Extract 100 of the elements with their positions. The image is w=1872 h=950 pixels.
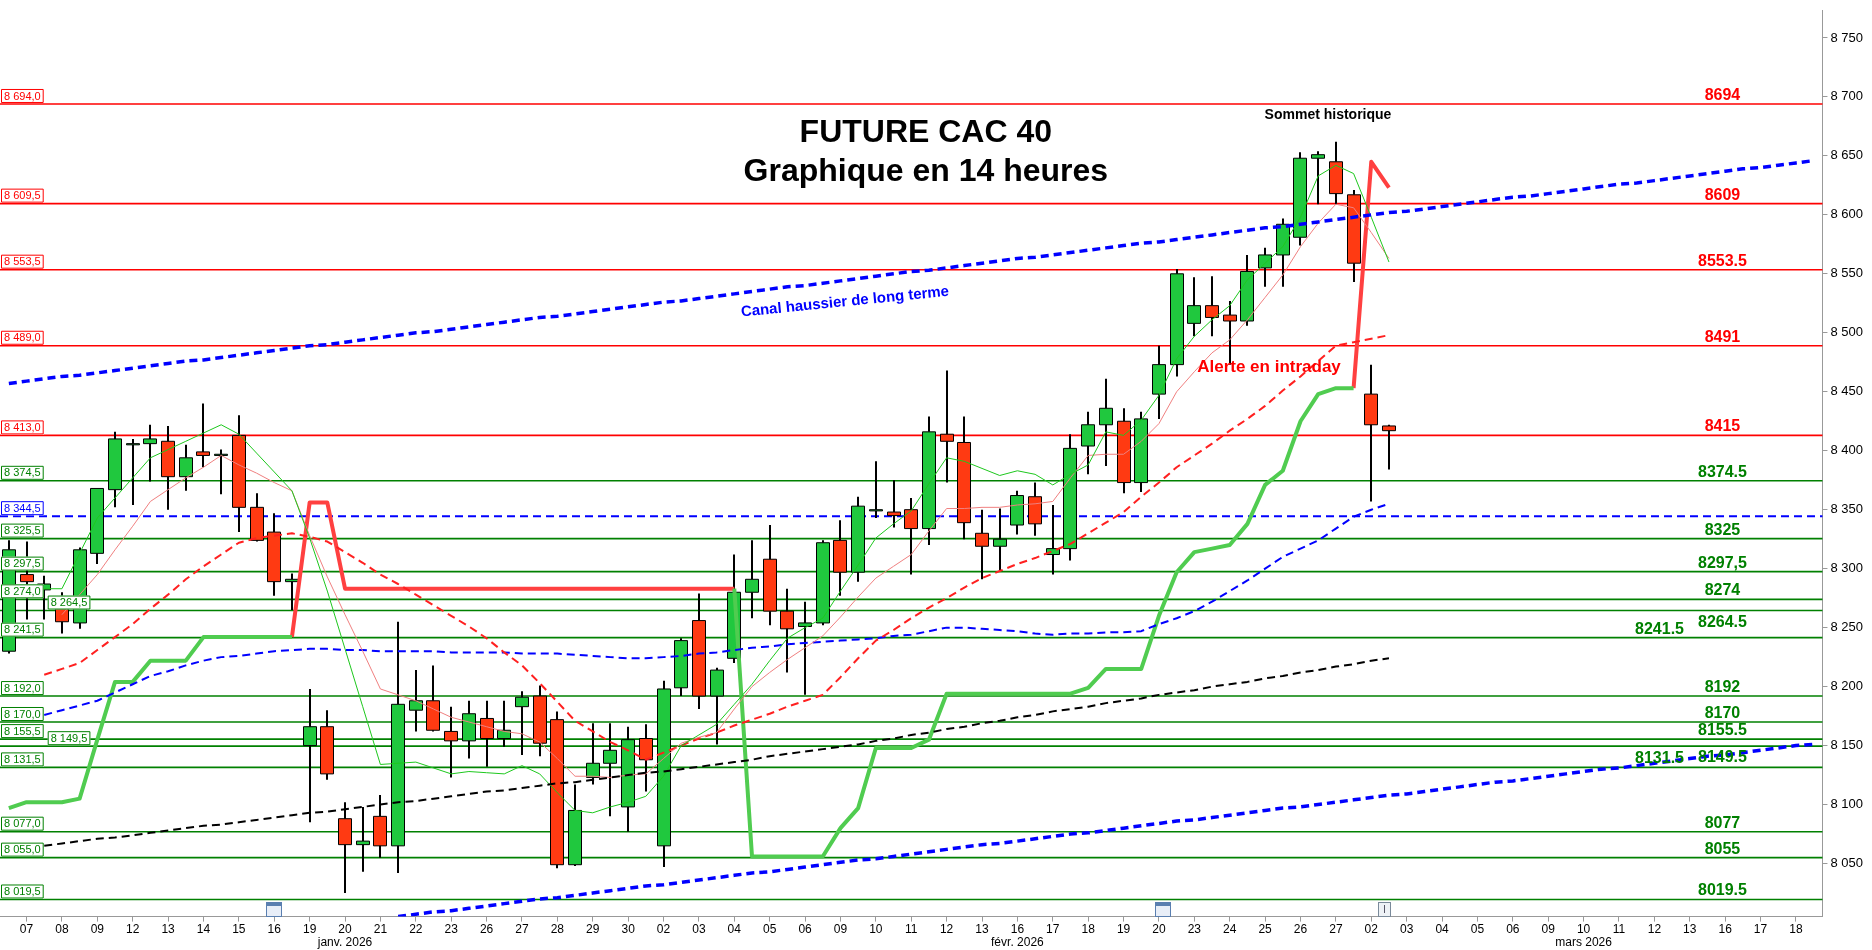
annotation: 8170 — [1704, 703, 1741, 721]
annotation: 8077 — [1704, 813, 1741, 831]
annotation: 8192 — [1704, 678, 1741, 696]
x-tick-label: 06 — [1506, 921, 1520, 936]
x-tick-label: 04 — [727, 921, 742, 936]
x-tick-label: 08 — [55, 921, 69, 936]
annotation: 8155.5 — [1698, 721, 1748, 739]
ref-line-label: 8 489,0 — [4, 331, 41, 344]
x-tick-label: 27 — [515, 921, 529, 936]
annotation: 8609 — [1704, 185, 1741, 203]
x-tick-label: 20 janv. 2026 — [316, 921, 373, 949]
y-tick-label: 8 500 — [1830, 324, 1864, 340]
annotation: 8264.5 — [1698, 612, 1748, 630]
x-tick-label: 04 — [1435, 921, 1450, 936]
y-tick-label: 8 550 — [1830, 265, 1864, 281]
x-tick-label: 22 — [409, 921, 423, 936]
x-tick-label: 25 — [1258, 921, 1273, 936]
x-tick-label: 10 — [869, 921, 883, 936]
x-tick-label: 05 — [1470, 921, 1485, 936]
ref-line-label: 8 274,0 — [4, 584, 41, 597]
y-tick-label: 8 350 — [1830, 501, 1864, 517]
annotation: Sommet historique — [1264, 105, 1392, 122]
text: Graphique en 14 heures — [743, 151, 1109, 188]
y-tick-label: 8 450 — [1830, 383, 1864, 399]
y-tick-label: 8 200 — [1830, 678, 1864, 694]
annotation: 8019.5 — [1698, 881, 1748, 899]
ref-line-label: 8 609,5 — [4, 189, 41, 202]
ref-line-label: 8 149,5 — [50, 731, 88, 744]
annotation: 8553.5 — [1698, 251, 1748, 269]
x-tick-label: 03 — [1399, 921, 1414, 936]
y-tick-label: 8 300 — [1830, 560, 1864, 576]
x-tick-label: 29 — [586, 921, 600, 936]
x-tick-label: 09 — [833, 921, 848, 936]
x-tick-label: 21 — [373, 921, 388, 936]
x-tick-label: 16 — [1718, 921, 1733, 936]
x-tick-label: 17 — [1753, 921, 1768, 936]
ref-line-label: 8 131,5 — [4, 752, 41, 765]
x-tick-label: 19 — [302, 921, 317, 936]
x-tick-label: 16 — [267, 921, 282, 936]
annotation: Canal haussier de long terme — [740, 281, 950, 320]
ref-line-label: 8 155,5 — [4, 724, 41, 737]
y-tick-label: 8 050 — [1830, 855, 1864, 871]
y-tick-label: 8 100 — [1830, 796, 1864, 812]
x-tick-label: 02 — [1364, 921, 1379, 936]
annotation: 8055 — [1704, 839, 1741, 857]
x-tick-label: 14 — [196, 921, 211, 936]
ref-line-label: 8 694,0 — [4, 89, 41, 102]
x-tick-label: 26 — [479, 921, 494, 936]
annotation: 8325 — [1704, 520, 1741, 538]
x-tick-label: 09 — [1541, 921, 1556, 936]
annotation: 8491 — [1704, 327, 1741, 345]
ref-line-label: 8 055,0 — [4, 843, 41, 856]
ref-line-label: 8 374,5 — [4, 466, 41, 479]
y-tick-label: 8 250 — [1830, 619, 1864, 635]
y-tick-label: 8 750 — [1830, 29, 1864, 45]
annotation: 8374.5 — [1698, 462, 1748, 480]
x-tick-label: 09 — [90, 921, 105, 936]
x-tick-label: 07 — [19, 921, 34, 936]
annotation: 8694 — [1704, 85, 1741, 103]
annotation: 8297,5 — [1698, 553, 1748, 571]
x-tick-label: 23 — [444, 921, 459, 936]
text: FUTURE CAC 40 — [799, 112, 1053, 149]
x-tick-label: 11 — [905, 921, 918, 936]
y-tick-label: 8 650 — [1830, 147, 1864, 163]
ref-line-label: 8 077,0 — [4, 817, 41, 830]
ref-line-label: 8 192,0 — [4, 681, 41, 694]
x-tick-label: 18 — [1789, 921, 1803, 936]
ref-line-label: 8 297,5 — [4, 557, 41, 570]
annotation: 8274 — [1704, 581, 1741, 599]
ref-line-label: 8 413,0 — [4, 420, 41, 433]
x-tick-label: 27 — [1329, 921, 1343, 936]
x-tick-label: 02 — [656, 921, 671, 936]
x-tick-label: 13 — [161, 921, 176, 936]
ref-line-label: 8 553,5 — [4, 255, 41, 268]
x-tick-label: 24 — [1223, 921, 1237, 936]
x-tick-label: 23 — [1187, 921, 1202, 936]
x-tick-label: 16 févr. 2026 — [991, 921, 1045, 949]
y-tick-label: 8 700 — [1830, 88, 1864, 104]
x-tick-label: 12 — [939, 921, 954, 936]
x-tick-label: 18 — [1081, 921, 1096, 936]
y-tick-label: 8 400 — [1830, 442, 1864, 458]
x-tick-label: 13 — [975, 921, 989, 936]
annotation: Alerte en intraday — [1197, 356, 1342, 376]
x-tick-label: 19 — [1116, 921, 1131, 936]
y-tick-label: 8 150 — [1830, 737, 1864, 753]
ref-line-label: 8 170,0 — [4, 707, 41, 720]
ref-line-label: 8 241,5 — [4, 623, 41, 636]
ref-line-label: 8 019,5 — [4, 885, 41, 898]
x-tick-label: 30 — [621, 921, 636, 936]
ref-line-label: 8 344,5 — [4, 501, 41, 514]
x-tick-label: 28 — [550, 921, 565, 936]
x-tick-label: 15 — [232, 921, 246, 936]
x-tick-label: 06 — [798, 921, 813, 936]
x-tick-label: 12 — [126, 921, 140, 936]
x-tick-label: 26 — [1293, 921, 1308, 936]
ref-line-label: 8 264,5 — [50, 596, 88, 609]
annotation: 8241.5 — [1635, 619, 1685, 637]
x-tick-label: 03 — [692, 921, 706, 936]
x-tick-label: 05 — [763, 921, 777, 936]
x-tick-label: 11 — [1612, 921, 1626, 936]
